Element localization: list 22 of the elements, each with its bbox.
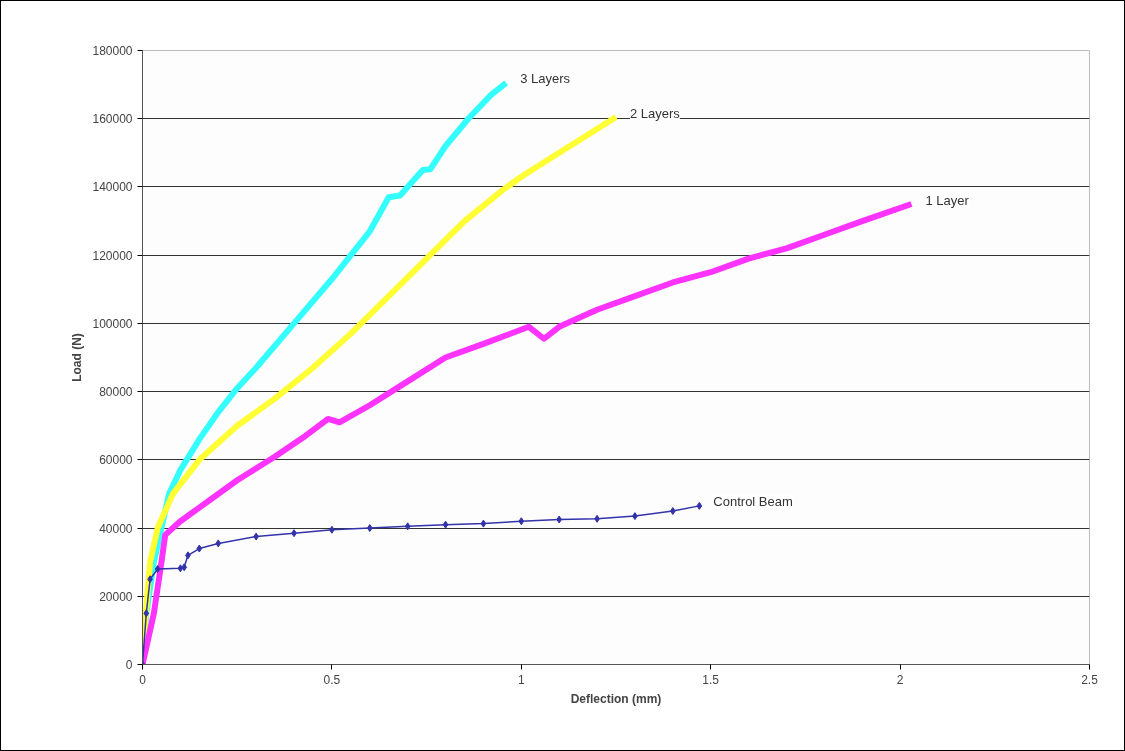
x-tick-label: 1.5 <box>702 672 720 687</box>
x-tick-label: 2.5 <box>1081 672 1099 687</box>
y-tick-label: 100000 <box>92 316 133 331</box>
x-tick-label: 2 <box>896 672 904 687</box>
x-tick-label: 0 <box>139 672 147 687</box>
y-tick-label: 80000 <box>99 385 133 400</box>
series-label: Control Beam <box>713 494 793 510</box>
y-tick-label: 40000 <box>99 521 133 536</box>
y-tick-label: 20000 <box>99 589 133 604</box>
x-tick-label: 1 <box>517 672 525 687</box>
series-label: 3 Layers <box>520 71 571 87</box>
y-tick-label: 0 <box>125 658 133 672</box>
y-tick-label: 60000 <box>99 453 133 468</box>
series-label: 1 Layer <box>925 192 970 208</box>
x-axis-title: Deflection (mm) <box>570 691 662 706</box>
y-tick-label: 120000 <box>92 248 133 263</box>
y-tick-label: 160000 <box>92 112 133 127</box>
series-label: 2 Layers <box>630 105 681 121</box>
y-tick-label: 140000 <box>92 180 133 195</box>
y-tick-label: 180000 <box>92 44 133 58</box>
y-axis-title: Load (N) <box>70 333 85 382</box>
x-tick-label: 0.5 <box>323 672 341 687</box>
